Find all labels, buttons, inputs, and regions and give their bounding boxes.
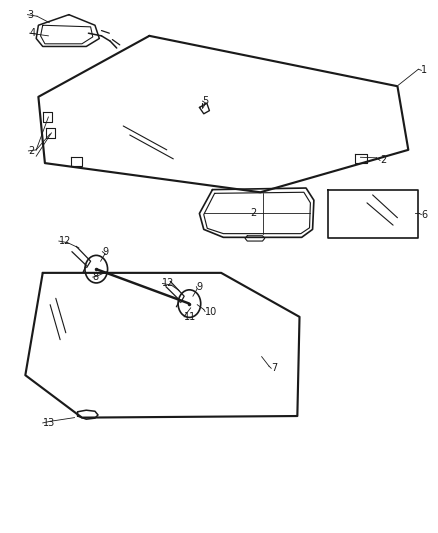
Text: 5: 5 (202, 96, 209, 106)
Text: 7: 7 (271, 364, 278, 373)
Text: 6: 6 (421, 209, 427, 220)
Text: 2: 2 (251, 208, 257, 219)
Text: 8: 8 (93, 272, 99, 282)
Text: 11: 11 (184, 312, 196, 322)
Text: 1: 1 (421, 66, 427, 75)
Text: 2: 2 (28, 146, 35, 156)
Text: 12: 12 (162, 278, 175, 288)
Text: 9: 9 (102, 247, 109, 257)
Text: 10: 10 (205, 306, 217, 317)
Text: 4: 4 (30, 28, 36, 38)
Text: 12: 12 (59, 236, 71, 246)
Text: 9: 9 (196, 281, 202, 292)
Text: 3: 3 (28, 10, 34, 20)
Text: 13: 13 (43, 418, 55, 428)
Text: 2: 2 (380, 156, 386, 165)
